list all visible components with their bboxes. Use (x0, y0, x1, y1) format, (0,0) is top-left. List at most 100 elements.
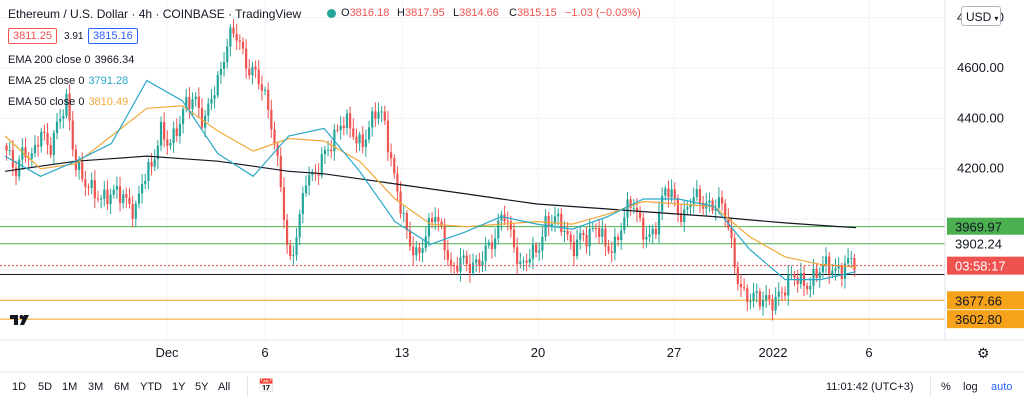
candle-body (585, 234, 588, 247)
candle-body (178, 124, 182, 137)
ask-price-box[interactable]: 3815.16 (88, 28, 138, 44)
candle-body (667, 188, 670, 198)
candle-body (446, 250, 449, 260)
candle-body (222, 62, 226, 70)
candle-body (326, 149, 330, 151)
candle-body (323, 149, 327, 155)
candle-body (765, 295, 768, 301)
candle-body (484, 245, 487, 262)
candle-body (62, 115, 65, 119)
indicator-legend-item[interactable]: EMA 25 close 0 3791.28 (8, 75, 128, 87)
timeframe-button[interactable]: 5Y (195, 381, 209, 393)
time-axis-labels: Dec 6 13 20 27 2022 6 (155, 345, 872, 360)
candle-body (809, 285, 812, 290)
candle-body (197, 96, 200, 109)
candle-body (389, 152, 393, 159)
clock-readout[interactable]: 11:01:42 (UTC+3) (826, 381, 914, 393)
candle-body (494, 238, 497, 250)
timeframe-button[interactable]: 1Y (172, 381, 186, 393)
candle-body (613, 236, 616, 254)
candle-body (295, 237, 298, 256)
candle-body (241, 41, 245, 49)
candle-body (59, 118, 62, 122)
candle-body (730, 228, 733, 239)
candle-body (141, 184, 144, 194)
timeframe-button[interactable]: 3M (88, 381, 104, 393)
candle-body (544, 216, 547, 237)
timeframe-button[interactable]: 5D (38, 381, 53, 393)
timeframe-button[interactable]: All (218, 381, 231, 393)
candle-body (188, 96, 191, 109)
candle-body (648, 234, 651, 237)
candle-body (465, 255, 468, 265)
candle-body (308, 174, 311, 186)
candle-body (679, 213, 683, 223)
candle-body (43, 131, 46, 133)
candle-body (74, 149, 78, 170)
candle-body (361, 134, 364, 148)
indicator-legend-item[interactable]: EMA 50 close 0 3810.49 (8, 96, 128, 108)
candle-body (538, 250, 541, 253)
candle-body (181, 109, 185, 125)
candle-body (717, 197, 720, 208)
candle-body (749, 301, 752, 303)
candle-body (487, 242, 490, 246)
indicator-legend-item[interactable]: EMA 200 close 0 3966.34 (8, 54, 134, 66)
candle-body (443, 225, 446, 251)
candle-body (475, 259, 478, 263)
log-scale-toggle[interactable]: log (963, 381, 978, 393)
candle-body (304, 185, 308, 194)
candle-body (831, 270, 834, 275)
candle-body (708, 200, 711, 203)
currency-button[interactable]: USD ▾ (961, 6, 1001, 26)
candle-body (352, 128, 355, 137)
spread-value: 3.91 (64, 31, 84, 42)
indicator-label: EMA 25 close 0 (8, 75, 85, 87)
candle-body (437, 217, 440, 222)
candle-body (380, 111, 383, 113)
timeframe-button[interactable]: 1D (12, 381, 27, 393)
candle-body (421, 248, 424, 254)
candle-body (824, 256, 828, 266)
percent-scale-toggle[interactable]: % (941, 381, 951, 393)
date-range-icon[interactable]: 📅 (258, 378, 275, 393)
candle-body (743, 287, 746, 289)
candle-body (758, 291, 761, 307)
candle-body (68, 93, 71, 121)
candle-body (125, 194, 128, 198)
candle-body (739, 283, 743, 288)
candle-body (601, 228, 604, 237)
candle-body (796, 277, 799, 285)
candle-body (692, 197, 695, 205)
candle-body (396, 173, 399, 192)
candle-body (818, 272, 821, 278)
candle-body (285, 219, 289, 245)
candle-body (159, 121, 163, 146)
timeframe-button[interactable]: 1M (62, 381, 78, 393)
timeframe-button[interactable]: YTD (140, 381, 162, 393)
candle-body (405, 213, 408, 231)
candle-body (235, 33, 238, 41)
candle-body (629, 199, 632, 208)
candle-body (645, 236, 648, 240)
candle-body (481, 261, 484, 266)
candle-body (531, 244, 535, 259)
settings-gear-icon[interactable]: ⚙ (977, 345, 990, 361)
candle-body (84, 179, 87, 187)
auto-scale-toggle[interactable]: auto (991, 381, 1013, 393)
candle-body (210, 98, 213, 104)
candle-body (367, 127, 371, 140)
candle-body (191, 99, 194, 109)
candle-body (850, 257, 853, 259)
bid-price-box[interactable]: 3811.25 (8, 28, 57, 44)
candle-body (232, 27, 235, 34)
candle-body (118, 186, 122, 204)
timeframe-button[interactable]: 6M (114, 381, 130, 393)
indicator-value: 3810.49 (88, 96, 129, 108)
tradingview-logo-icon (8, 311, 34, 329)
candle-body (257, 69, 260, 85)
candle-body (638, 212, 642, 219)
candle-body (528, 258, 531, 263)
candle-body (383, 111, 386, 121)
